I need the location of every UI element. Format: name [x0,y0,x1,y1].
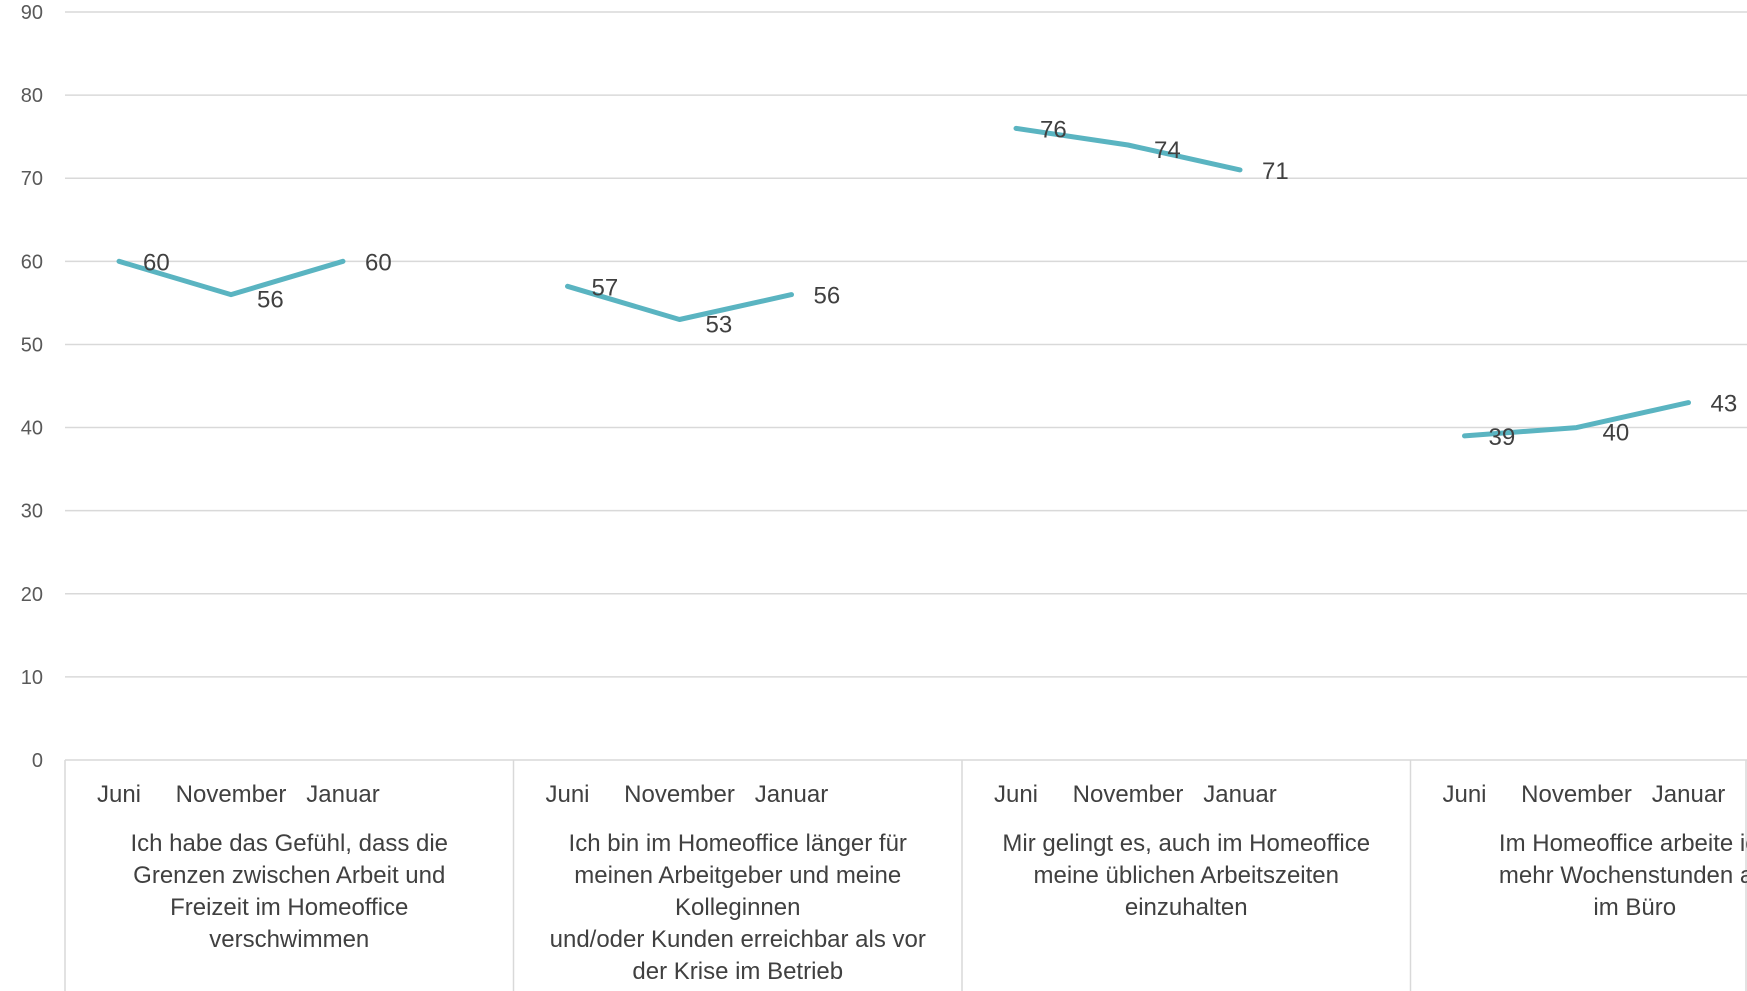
month-label-g2-3: Januar [755,781,828,808]
data-label-g1-3: 60 [365,249,392,276]
data-label-g4-2: 40 [1603,420,1630,447]
month-label-g3-1: Juni [994,781,1038,808]
data-label-g4-1: 39 [1489,424,1516,451]
month-label-g1-2: November [176,781,287,808]
group-label-g1-line-1: Ich habe das Gefühl, dass die [130,830,448,857]
group-label-g4-line-2: mehr Wochenstunden als [1499,862,1747,889]
data-label-g1-1: 60 [143,249,170,276]
group-label-g1-line-4: verschwimmen [209,926,369,953]
series-line-group-4 [1462,400,1691,439]
y-axis-tick-labels: 0 10 20 30 40 50 60 70 80 90 [21,2,43,772]
data-label-g3-1: 76 [1040,116,1067,143]
month-label-g1-3: Januar [306,781,379,808]
group-label-g1-line-2: Grenzen zwischen Arbeit und [133,862,445,889]
series-lines [116,125,1691,439]
group-label-g4-line-3: im Büro [1593,894,1676,921]
group-label-g2-line-2: meinen Arbeitgeber und meine [574,862,901,889]
y-tick-label-70: 70 [21,168,43,190]
group-label-g4-line-1: Im Homeoffice arbeite ich [1499,830,1747,857]
data-label-g2-1: 57 [592,274,619,301]
y-tick-label-80: 80 [21,85,43,107]
group-label-g2-line-5: der Krise im Betrieb [632,958,843,985]
data-labels: 60 56 60 57 53 56 76 74 71 39 40 43 [143,116,1737,451]
y-tick-label-30: 30 [21,501,43,523]
y-tick-label-60: 60 [21,251,43,273]
month-label-g1-1: Juni [97,781,141,808]
month-label-g2-1: Juni [545,781,589,808]
data-label-g4-3: 43 [1711,391,1738,418]
data-label-g2-2: 53 [706,312,733,339]
month-label-g3-2: November [1073,781,1184,808]
month-label-g4-1: Juni [1442,781,1486,808]
category-labels: Juni November Januar Ich habe das Gefühl, d… [97,781,1747,985]
y-tick-label-50: 50 [21,334,43,356]
group-label-g3-line-2: meine üblichen Arbeitszeiten [1033,862,1339,889]
data-label-g2-3: 56 [814,283,841,310]
group-label-g2-line-3: Kolleginnen [675,894,800,921]
data-label-g1-2: 56 [257,287,284,314]
group-label-g1-line-3: Freizeit im Homeoffice [170,894,408,921]
data-label-g3-2: 74 [1154,137,1181,164]
group-label-g3-line-1: Mir gelingt es, auch im Homeoffice [1002,830,1370,857]
series-line-group-1 [116,258,346,298]
gridlines [65,11,1747,761]
y-tick-label-10: 10 [21,667,43,689]
y-tick-label-40: 40 [21,418,43,440]
series-line-group-2 [565,283,794,322]
group-label-g3-line-3: einzuhalten [1125,894,1248,921]
group-label-g2-line-1: Ich bin im Homeoffice länger für [569,830,907,857]
month-label-g4-2: November [1521,781,1632,808]
month-label-g3-3: Januar [1203,781,1276,808]
category-axis-frame [64,760,1747,991]
y-tick-label-0: 0 [32,750,43,772]
data-label-g3-3: 71 [1262,158,1289,185]
y-tick-label-90: 90 [21,2,43,24]
y-tick-label-20: 20 [21,584,43,606]
month-label-g4-3: Januar [1652,781,1725,808]
group-label-g2-line-4: und/oder Kunden erreichbar als vor [550,926,926,953]
series-line-group-3 [1013,125,1243,173]
month-label-g2-2: November [624,781,735,808]
